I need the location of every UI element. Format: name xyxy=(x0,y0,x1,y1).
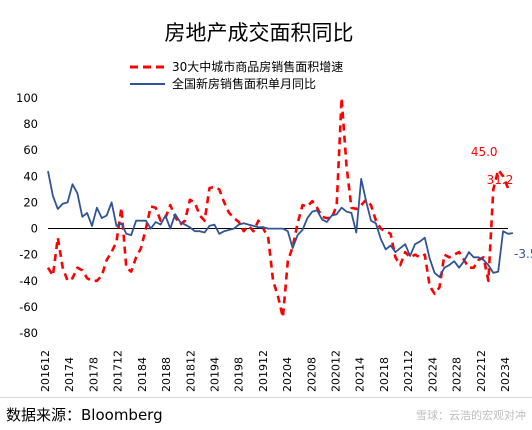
x-tick-label: 20214 xyxy=(354,357,367,392)
x-tick-label: 202012 xyxy=(330,350,343,392)
y-tick-label: 0 xyxy=(31,222,38,236)
y-tick-label: -20 xyxy=(19,248,38,262)
line-chart: 房地产成交面积同比 30大中城市商品房销售面积增速 全国新房销售面积单月同比 1… xyxy=(16,21,532,392)
footer: 数据来源：Bloomberg 雪球：云浩的宏观对冲 xyxy=(0,397,532,430)
data-label: 45.0 xyxy=(471,145,498,159)
x-tick-label: 20178 xyxy=(87,357,100,392)
x-tick-label: 202212 xyxy=(475,350,488,392)
series-line-1 xyxy=(47,170,514,278)
x-tick-label: 201812 xyxy=(184,350,197,392)
x-tick-label: 20194 xyxy=(208,357,221,392)
y-tick-label: -40 xyxy=(19,274,38,288)
x-tick-label: 20188 xyxy=(160,357,173,392)
x-tick-label: 20234 xyxy=(499,357,512,392)
source-note: 数据来源：Bloomberg xyxy=(6,406,163,424)
y-tick-label: 60 xyxy=(23,143,38,157)
legend-label-series-0: 30大中城市商品房销售面积增速 xyxy=(172,59,343,74)
y-tick-label: -80 xyxy=(19,326,38,340)
y-tick-label: 40 xyxy=(23,169,38,183)
data-label: 31.2 xyxy=(487,173,514,187)
y-tick-label: 80 xyxy=(23,117,38,131)
legend: 30大中城市商品房销售面积增速 全国新房销售面积单月同比 xyxy=(130,59,343,91)
x-tick-label: 201612 xyxy=(39,350,52,392)
x-axis-ticks: 201612 20174 20178 201712 20184 20188 201812 20… xyxy=(39,350,512,392)
y-tick-label: 100 xyxy=(16,91,38,105)
legend-label-series-1: 全国新房销售面积单月同比 xyxy=(172,76,316,91)
chart-title: 房地产成交面积同比 xyxy=(165,21,354,45)
x-tick-label: 202112 xyxy=(402,350,415,392)
watermark: 雪球：云浩的宏观对冲 xyxy=(416,409,526,422)
annotations: 45.0 31.2 -3.5 xyxy=(471,145,532,261)
x-tick-label: 201712 xyxy=(112,350,125,392)
x-tick-label: 20174 xyxy=(63,357,76,392)
x-tick-label: 20204 xyxy=(281,357,294,392)
y-tick-label: -60 xyxy=(19,300,38,314)
x-tick-label: 20218 xyxy=(378,357,391,392)
series-line-0 xyxy=(46,96,510,319)
y-tick-label: 20 xyxy=(23,195,38,209)
x-tick-label: 20228 xyxy=(451,357,464,392)
data-label: -3.5 xyxy=(514,247,532,261)
x-tick-label: 20184 xyxy=(136,357,149,392)
x-tick-label: 20208 xyxy=(305,357,318,392)
x-tick-label: 20198 xyxy=(233,357,246,392)
series-lines xyxy=(46,96,514,319)
y-axis-ticks: 100 80 60 40 20 0 -20 -40 -60 -80 xyxy=(16,91,38,340)
x-tick-label: 201912 xyxy=(257,350,270,392)
x-tick-label: 20224 xyxy=(426,357,439,392)
